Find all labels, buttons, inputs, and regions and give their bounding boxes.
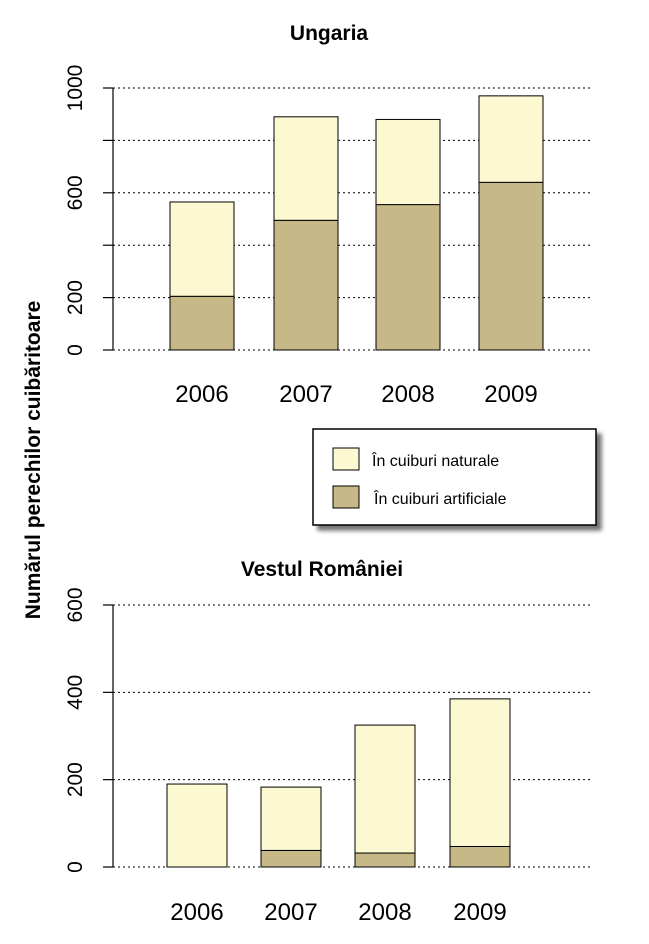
- y-tick-label: 0: [64, 344, 87, 356]
- x-tick-label: 2007: [264, 899, 317, 926]
- y-axis-ticks: 0 200 400 600: [64, 587, 113, 873]
- bar-natural-2008: [354, 724, 416, 854]
- x-tick-label: 2006: [175, 381, 228, 408]
- x-tick-label: 2008: [358, 899, 411, 926]
- bar-natural-2009: [449, 698, 511, 847]
- y-tick-label: 400: [64, 675, 87, 710]
- bar-natural-2009: [478, 95, 544, 183]
- legend: În cuiburi naturale În cuiburi artificia…: [312, 428, 597, 526]
- x-tick-label: 2007: [279, 381, 332, 408]
- bar-artificial-2007: [273, 219, 339, 351]
- chart-title: Ungaria: [290, 22, 369, 45]
- bar-artificial-2009: [478, 181, 544, 351]
- x-tick-label: 2009: [484, 381, 537, 408]
- bar-artificial-2007: [260, 849, 322, 868]
- chart-panel-ungaria: Ungaria 0 200 600 1000 2006 2007 2008 2009: [64, 22, 592, 408]
- y-tick-label: 200: [64, 762, 87, 797]
- bars: [166, 698, 511, 868]
- bar-artificial-2006: [169, 295, 235, 351]
- y-axis-title: Numărul perechilor cuibăritoare: [22, 301, 45, 620]
- x-tick-label: 2009: [453, 899, 506, 926]
- x-tick-label: 2008: [381, 381, 434, 408]
- bar-natural-2006: [166, 783, 228, 868]
- bar-artificial-2008: [375, 204, 441, 351]
- legend-box: [312, 428, 597, 526]
- bar-artificial-2009: [449, 845, 511, 868]
- legend-swatch-natural: [332, 447, 360, 471]
- legend-label-artificial: În cuiburi artificiale: [373, 489, 507, 508]
- x-axis-labels: 2006 2007 2008 2009: [175, 381, 537, 408]
- y-tick-label: 600: [64, 175, 87, 210]
- bar-natural-2006: [169, 201, 235, 297]
- y-tick-label: 0: [64, 861, 87, 873]
- bar-natural-2007: [273, 116, 339, 221]
- y-tick-label: 200: [64, 280, 87, 315]
- chart-title: Vestul României: [241, 558, 403, 581]
- y-tick-label: 600: [64, 587, 87, 622]
- bars: [169, 95, 544, 351]
- bar-natural-2008: [375, 118, 441, 206]
- bar-natural-2007: [260, 786, 322, 851]
- legend-label-natural: În cuiburi naturale: [371, 451, 499, 470]
- bar-artificial-2008: [354, 852, 416, 868]
- x-tick-label: 2006: [170, 899, 223, 926]
- legend-swatch-artificial: [332, 485, 360, 509]
- x-axis-labels: 2006 2007 2008 2009: [170, 899, 506, 926]
- y-axis-ticks: 0 200 600 1000: [64, 65, 113, 356]
- y-tick-label: 1000: [64, 65, 87, 112]
